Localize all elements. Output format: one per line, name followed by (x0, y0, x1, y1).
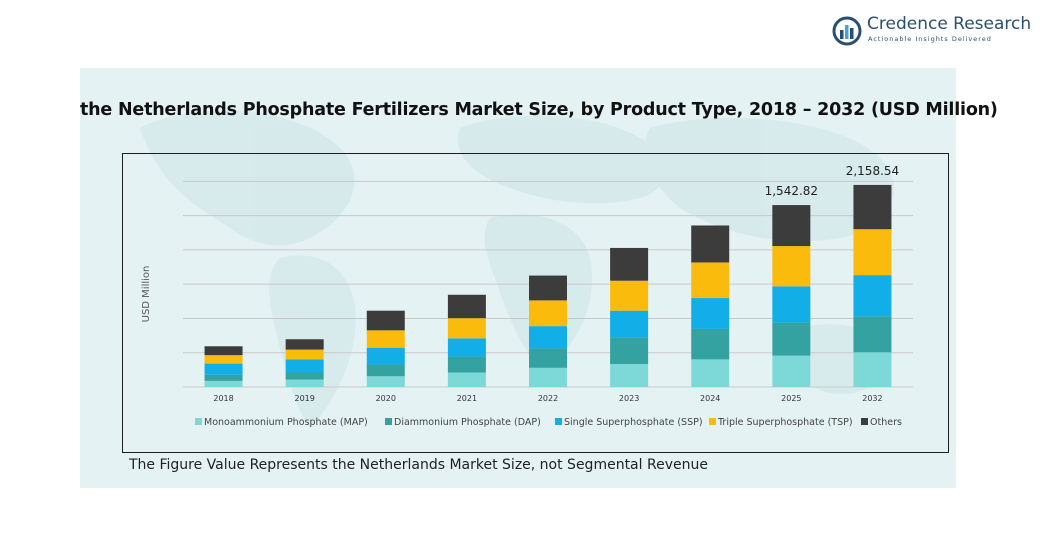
x-tick-label: 2023 (619, 394, 639, 403)
bar-segment (610, 337, 649, 365)
x-tick-label: 2024 (700, 394, 720, 403)
chart-plot: USD Million 2018 2019 2020 2021 2022 2023 2024 2… (141, 164, 913, 428)
bar-segment (691, 359, 730, 387)
bar-segment (447, 356, 486, 373)
chart-frame: USD Million 2018 2019 2020 2021 2022 2023 2024 2… (122, 153, 949, 453)
bar-segment (691, 225, 730, 263)
legend-label: Single Superphosphate (SSP) (564, 417, 703, 428)
x-tick-label: 2022 (538, 394, 558, 403)
bar-segment (285, 349, 324, 360)
bar-segment (204, 355, 243, 364)
bar-segment (366, 376, 405, 387)
bar-segment (204, 363, 243, 375)
bar-segment (853, 275, 892, 317)
bar-segment (366, 364, 405, 377)
x-tick-label: 2025 (781, 394, 801, 403)
bar-segment (610, 247, 649, 281)
footnote: The Figure Value Represents the Netherla… (129, 457, 708, 473)
x-tick-label: 2032 (862, 394, 882, 403)
legend-swatch (195, 418, 202, 425)
legend-swatch (555, 418, 562, 425)
bar-segment (610, 310, 649, 338)
bar-segment (853, 352, 892, 387)
bar-segment (529, 348, 567, 368)
bar-segment (772, 322, 811, 356)
bar-segment (691, 298, 730, 329)
legend-swatch (709, 418, 716, 425)
bar-segment (366, 330, 405, 348)
bar-segment (772, 286, 811, 323)
brand-name: Credence Research (867, 14, 1032, 34)
bar-segment (529, 275, 567, 301)
bar-segment (285, 339, 324, 350)
bar-segment (853, 184, 892, 230)
bar-segment (204, 380, 243, 387)
bar-segment (447, 338, 486, 357)
bar-segment (529, 367, 567, 387)
legend-swatch (861, 418, 868, 425)
data-label: 1,542.82 (765, 184, 818, 198)
bar-segment (691, 328, 730, 360)
bar-segment (772, 355, 811, 387)
x-tick-label: 2021 (457, 394, 477, 403)
bar-segment (610, 364, 649, 387)
bar-segment (610, 280, 649, 311)
bar-segment (204, 346, 243, 356)
bar-segment (285, 359, 324, 373)
x-tick-label: 2019 (294, 394, 314, 403)
bar-segment (285, 379, 324, 387)
bar-chart-circle-logo-icon (832, 16, 862, 46)
bar-segment (204, 374, 243, 381)
bar-segment (772, 205, 811, 247)
x-tick-label: 2018 (213, 394, 233, 403)
bar-segment (285, 372, 324, 380)
bar-segment (447, 318, 486, 339)
brand-tagline: Actionable Insights Delivered (868, 35, 992, 43)
x-tick-label: 2020 (376, 394, 396, 403)
bar-segment (691, 262, 730, 299)
legend-label: Diammonium Phosphate (DAP) (394, 417, 541, 428)
bar-segment (447, 294, 486, 319)
legend-swatch (385, 418, 392, 425)
bar-segment (772, 246, 811, 287)
legend-label: Others (870, 417, 902, 428)
y-axis-label: USD Million (141, 266, 152, 323)
legend-label: Triple Superphosphate (TSP) (717, 417, 853, 428)
bar-segment (529, 326, 567, 349)
bar-segment (366, 347, 405, 365)
data-label: 2,158.54 (846, 164, 899, 178)
legend-label: Monoammonium Phosphate (MAP) (204, 417, 368, 428)
bar-segment (529, 300, 567, 327)
bar-segment (447, 372, 486, 387)
bar-segment (853, 229, 892, 276)
chart-panel: the Netherlands Phosphate Fertilizers Ma… (80, 68, 998, 488)
bar-segment (366, 310, 405, 331)
brand-logo: Credence Research Actionable Insights De… (832, 14, 1031, 48)
bar-segment (853, 316, 892, 353)
chart-title: the Netherlands Phosphate Fertilizers Ma… (80, 100, 998, 120)
